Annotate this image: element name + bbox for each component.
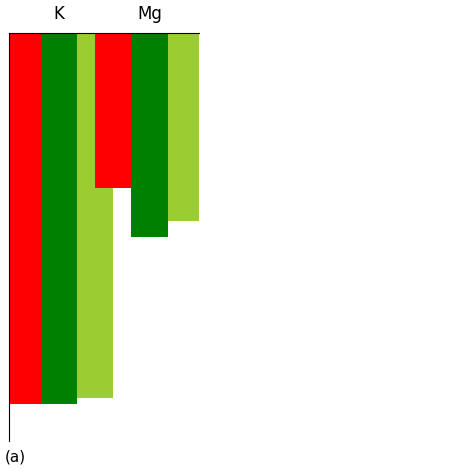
Bar — [41, 33, 77, 404]
Bar — [168, 33, 204, 221]
Text: (a): (a) — [5, 449, 26, 465]
Bar — [95, 33, 131, 188]
Bar — [131, 33, 168, 237]
Bar — [5, 33, 41, 404]
Bar — [77, 33, 113, 398]
